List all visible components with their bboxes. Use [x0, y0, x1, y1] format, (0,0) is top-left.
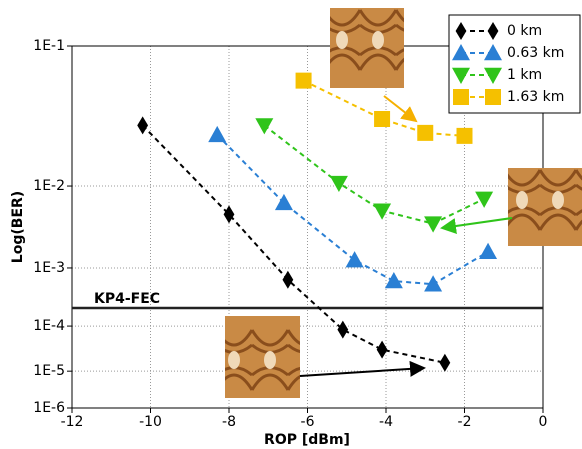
- x-tick-label: -6: [301, 414, 315, 430]
- eye-diagram: [330, 8, 404, 88]
- marker: [417, 125, 433, 141]
- chart: 1E-11E-21E-31E-41E-51E-6-12-10-8-6-4-20K…: [0, 0, 582, 449]
- y-tick-label: 1E-2: [33, 178, 65, 194]
- x-tick-label: -8: [222, 414, 236, 430]
- legend-label: 0.63 km: [507, 45, 564, 61]
- y-tick-label: 1E-1: [33, 38, 65, 54]
- legend-label: 1.63 km: [507, 89, 564, 105]
- y-tick-label: 1E-4: [33, 318, 65, 334]
- legend: 0 km 0.63 km 1 km 1.63 km: [449, 15, 580, 113]
- x-tick-label: -12: [61, 414, 84, 430]
- legend-label: 1 km: [507, 67, 542, 83]
- eye-diagram: [225, 316, 300, 398]
- y-tick-label: 1E-3: [33, 260, 65, 276]
- marker: [453, 89, 469, 105]
- x-tick-label: -4: [379, 414, 393, 430]
- eye-diagram: [508, 168, 582, 246]
- x-tick-label: 0: [539, 414, 548, 430]
- marker: [485, 89, 501, 105]
- marker: [296, 73, 312, 89]
- x-tick-label: -10: [139, 414, 162, 430]
- y-axis-label: Log(BER): [10, 191, 26, 263]
- x-axis-label: ROP [dBm]: [264, 432, 350, 448]
- threshold-label: KP4-FEC: [94, 291, 160, 307]
- legend-label: 0 km: [507, 23, 542, 39]
- x-tick-label: -2: [458, 414, 472, 430]
- y-tick-label: 1E-5: [33, 363, 65, 379]
- marker: [457, 128, 473, 144]
- marker: [374, 111, 390, 127]
